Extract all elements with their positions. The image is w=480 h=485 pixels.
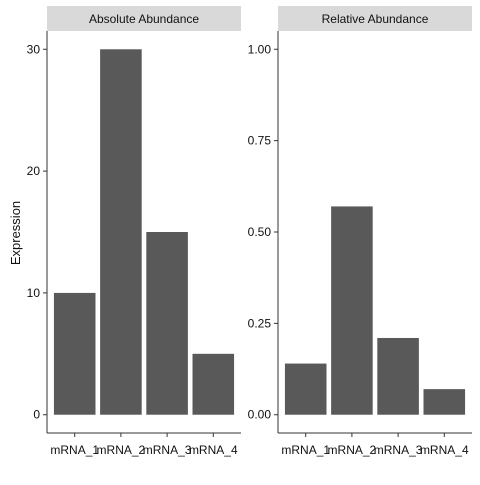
x-tick-label: mRNA_2 <box>97 443 146 457</box>
y-tick-label: 0.75 <box>248 134 272 148</box>
facet-strip-relative <box>278 6 472 31</box>
x-tick-label: mRNA_4 <box>420 443 469 457</box>
facet-strip-absolute <box>47 6 241 31</box>
y-tick-label: 0 <box>33 408 40 422</box>
bar-absolute-mrna-4 <box>192 353 235 415</box>
facet-title-absolute: Absolute Abundance <box>89 12 199 26</box>
bar-relative-mrna-4 <box>423 389 466 415</box>
y-tick-label: 0.00 <box>248 408 272 422</box>
bar-relative-mrna-1 <box>284 363 327 415</box>
panel-relative-abundance: Relative Abundance mRNA_1mRNA_2mRNA_3mRNA… <box>248 6 472 457</box>
x-tick-label: mRNA_2 <box>328 443 377 457</box>
y-tick-label: 20 <box>27 164 41 178</box>
panel-absolute-abundance: Absolute Abundance mRNA_1mRNA_2mRNA_3mRNA… <box>27 6 241 457</box>
x-tick-label: mRNA_1 <box>50 443 99 457</box>
y-tick-label: 1.00 <box>248 42 272 56</box>
bar-relative-mrna-3 <box>377 337 419 415</box>
y-tick-label: 0.50 <box>248 225 272 239</box>
y-tick-label: 0.25 <box>248 316 272 330</box>
y-tick-label: 10 <box>27 286 41 300</box>
bar-absolute-mrna-1 <box>53 292 96 415</box>
x-tick-label: mRNA_1 <box>281 443 330 457</box>
bar-absolute-mrna-3 <box>146 232 188 415</box>
y-axis-label: Expression <box>8 201 23 265</box>
x-tick-label: mRNA_4 <box>189 443 238 457</box>
x-tick-label: mRNA_3 <box>143 443 192 457</box>
x-tick-label: mRNA_3 <box>374 443 423 457</box>
bar-absolute-mrna-2 <box>100 49 142 415</box>
y-tick-label: 30 <box>27 42 41 56</box>
bar-relative-mrna-2 <box>331 206 373 415</box>
facet-title-relative: Relative Abundance <box>322 12 429 26</box>
